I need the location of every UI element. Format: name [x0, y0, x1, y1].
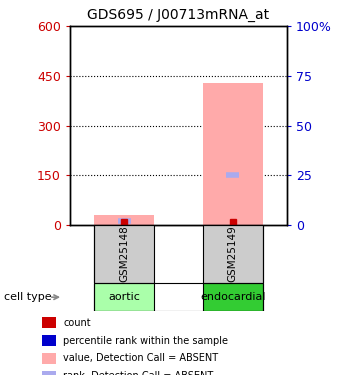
Text: GSM25149: GSM25149	[228, 226, 238, 282]
Text: endocardial: endocardial	[200, 292, 266, 302]
Text: rank, Detection Call = ABSENT: rank, Detection Call = ABSENT	[63, 372, 213, 375]
Bar	[203, 283, 262, 311]
Text: value, Detection Call = ABSENT: value, Detection Call = ABSENT	[63, 354, 218, 363]
Bar	[94, 225, 262, 283]
Title: GDS695 / J00713mRNA_at: GDS695 / J00713mRNA_at	[88, 9, 270, 22]
Text: GSM25148: GSM25148	[119, 226, 129, 282]
Text: aortic: aortic	[108, 292, 140, 302]
Bar	[94, 215, 154, 225]
Text: percentile rank within the sample: percentile rank within the sample	[63, 336, 228, 345]
Text: cell type: cell type	[4, 292, 51, 302]
Bar	[94, 283, 262, 311]
Bar	[94, 283, 154, 311]
Bar	[94, 225, 154, 283]
Bar	[203, 225, 262, 283]
Bar	[203, 82, 262, 225]
Text: count: count	[63, 318, 91, 327]
